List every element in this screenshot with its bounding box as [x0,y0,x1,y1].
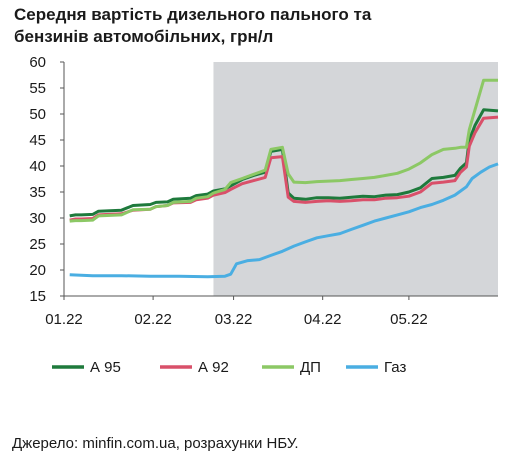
x-tick-label: 03.22 [215,311,253,328]
y-tick-label: 40 [29,158,46,175]
chart-title-line-1: Середня вартість дизельного пального та [14,5,372,24]
x-tick-label: 01.22 [45,311,83,328]
x-tick-label: 02.22 [134,311,172,328]
line-chart: 15 20 25 30 35 40 45 50 55 60 01.22 02.22 03.22 04.22… [29,54,499,376]
chart-title-line-2: бензинів автомобільних, грн/л [14,27,274,46]
legend: А 95 А 92 ДП Газ [52,359,406,376]
series-layer [69,78,499,279]
legend-label: ДП [300,359,321,376]
source-note: Джерело: minfin.com.ua, розрахунки НБУ. [12,435,299,452]
series-line-3 [69,78,498,223]
legend-label: А 92 [198,359,229,376]
y-tick-label: 30 [29,210,46,227]
chart-title: Середня вартість дизельного пального та … [14,4,514,48]
y-tick-label: 60 [29,54,46,71]
y-tick-label: 25 [29,236,46,253]
y-tick-label: 45 [29,132,46,149]
legend-label: Газ [384,359,406,376]
y-tick-label: 35 [29,184,46,201]
legend-label: А 95 [90,359,121,376]
y-tick-label: 20 [29,262,46,279]
y-tick-label: 15 [29,288,46,305]
series-line-4 [69,162,499,279]
x-tick-label: 04.22 [304,311,342,328]
x-tick-label: 05.22 [390,311,428,328]
y-tick-label: 55 [29,80,46,97]
axis-layer: 15 20 25 30 35 40 45 50 55 60 01.22 02.22 03.22 04.22… [29,54,498,328]
y-tick-label: 50 [29,106,46,123]
